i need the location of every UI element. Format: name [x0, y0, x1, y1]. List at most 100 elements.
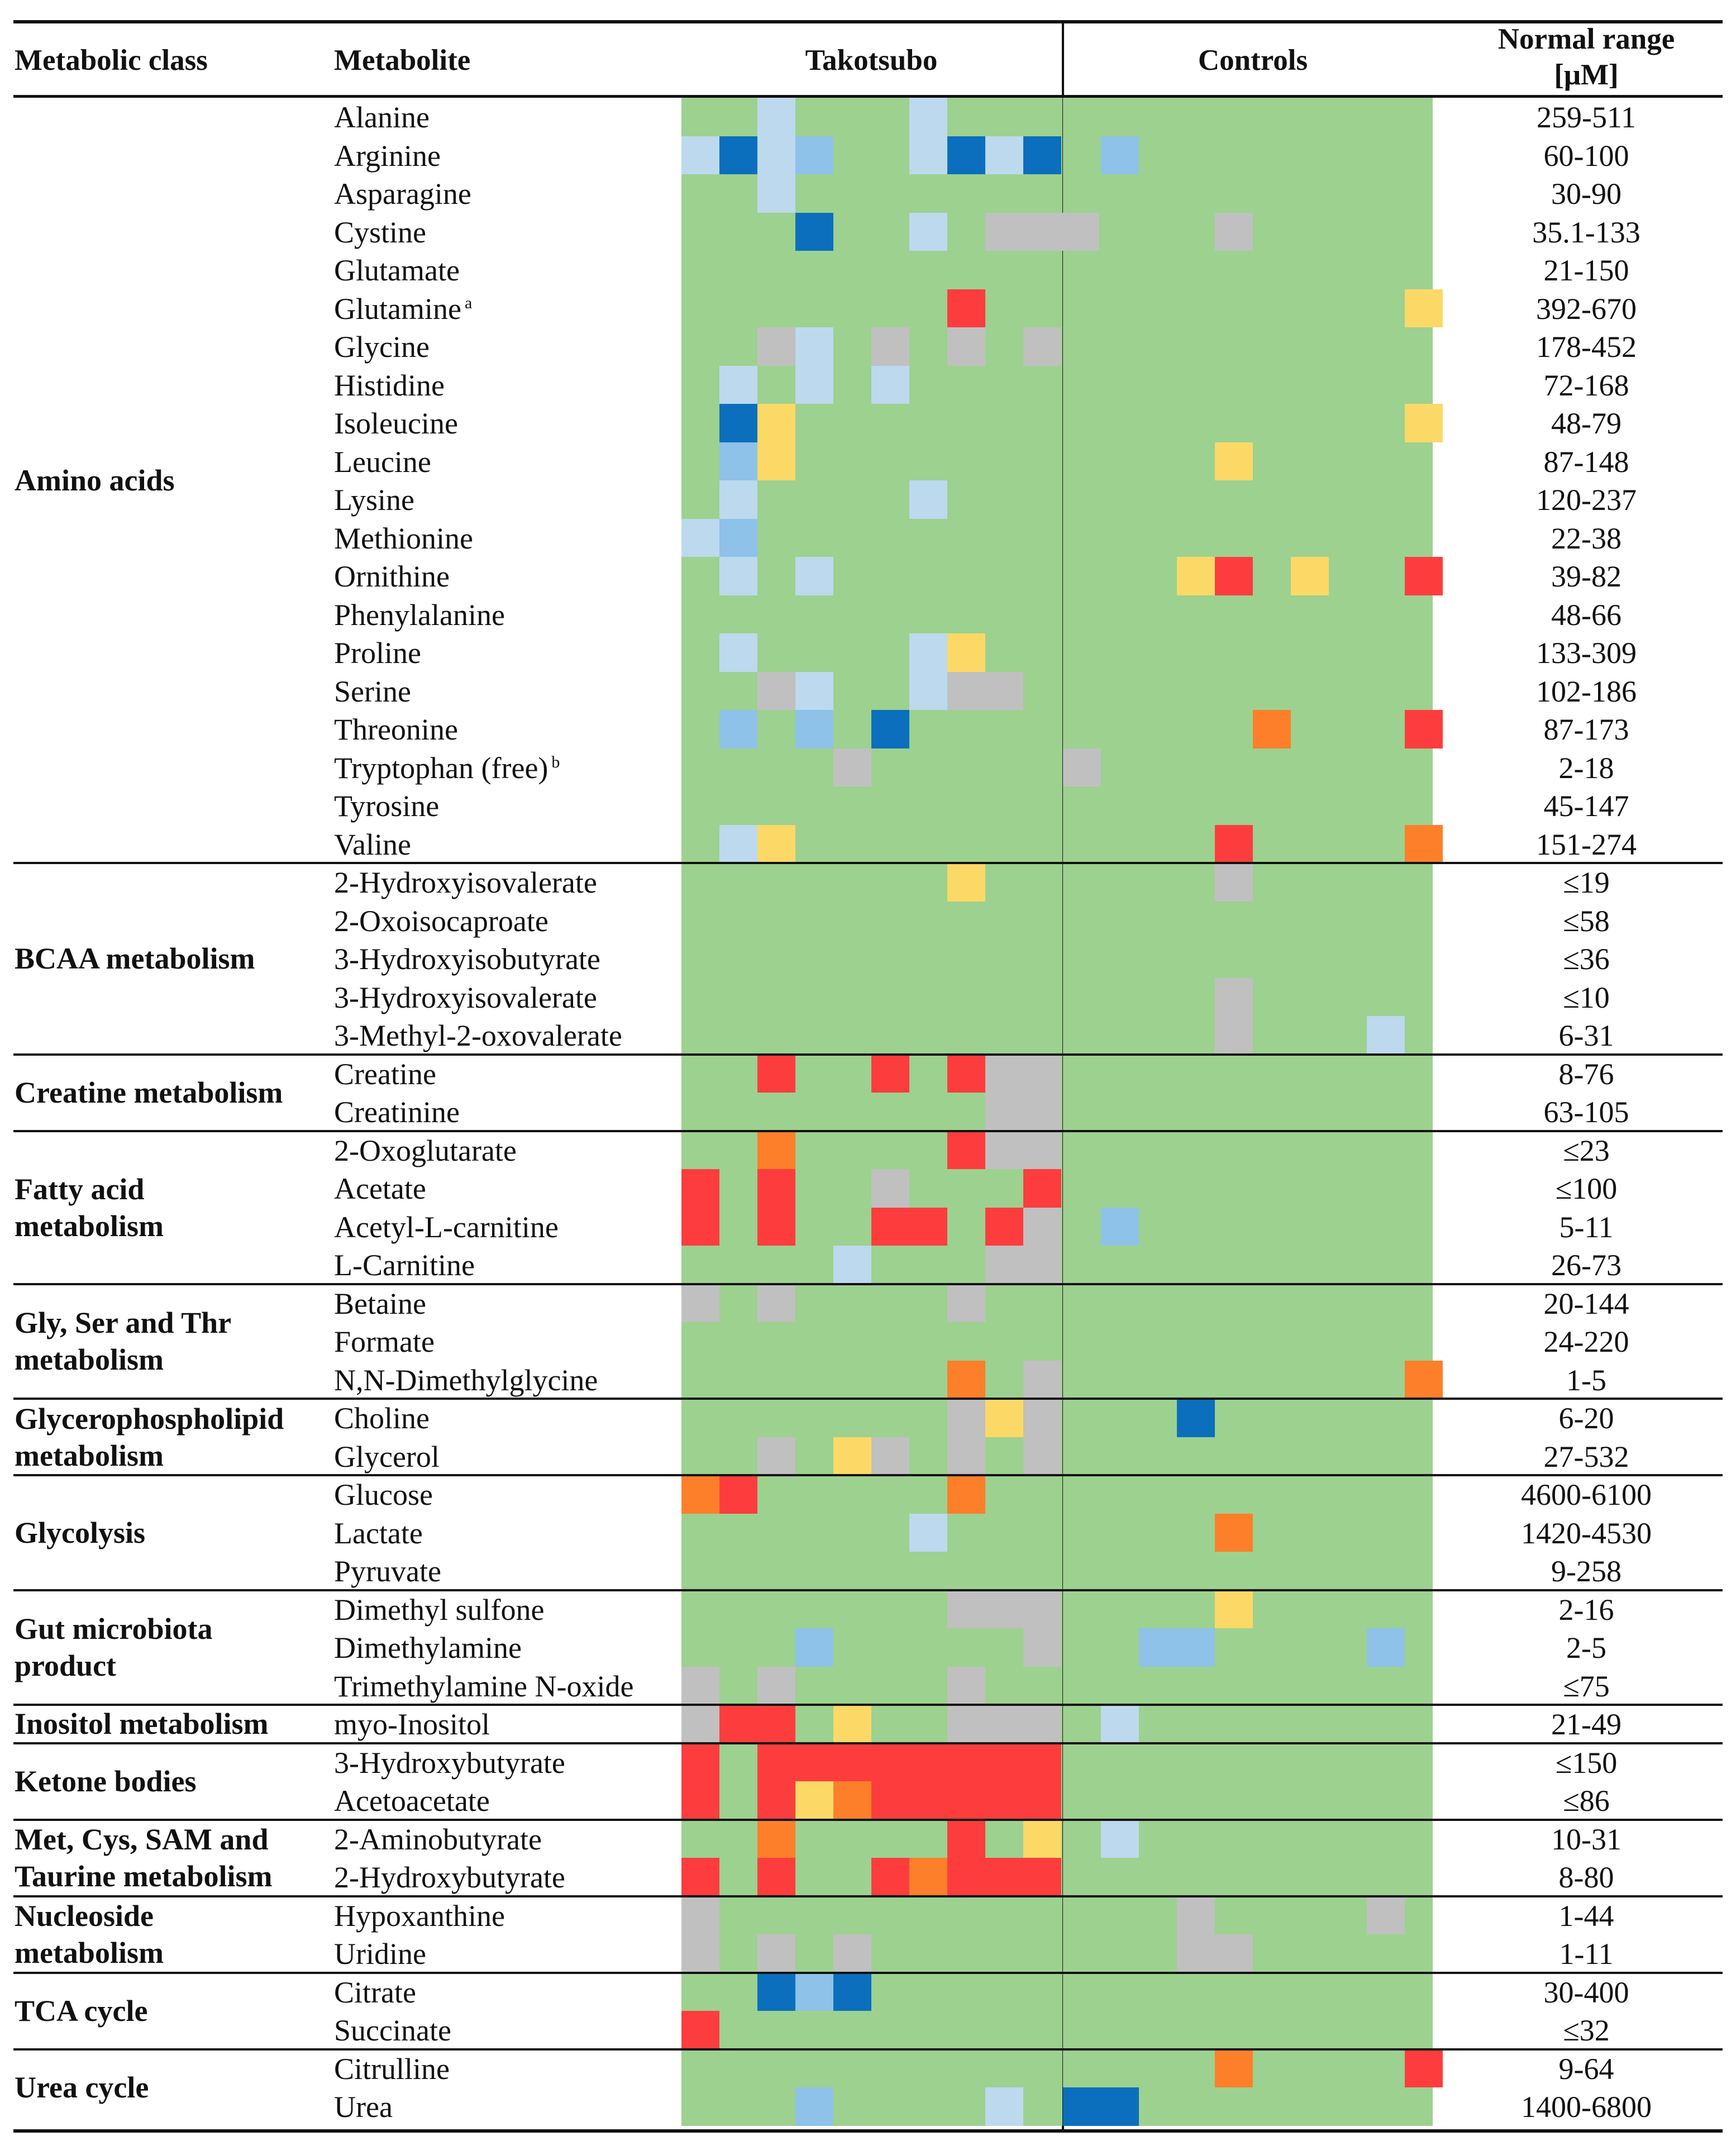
- takotsubo-cell: [947, 1858, 985, 1896]
- metabolite-name: Urea: [334, 2090, 393, 2124]
- takotsubo-cell: [871, 1743, 909, 1781]
- takotsubo-cell: [1023, 212, 1061, 251]
- footnote-marker: b: [551, 752, 560, 771]
- takotsubo-cell: [871, 1437, 909, 1475]
- controls-cell: [1405, 1360, 1443, 1399]
- takotsubo-cell: [757, 136, 795, 174]
- takotsubo-cell: [985, 1705, 1023, 1743]
- metabolic-class-label: Gly, Ser and Thr metabolism: [15, 1306, 232, 1377]
- normal-range-value: 26-73: [1551, 1248, 1621, 1282]
- metabolite-name: 2-Hydroxybutyrate: [334, 1861, 565, 1894]
- metabolic-class-label: Ketone bodies: [15, 1765, 197, 1798]
- normal-range-value: 151-274: [1536, 827, 1637, 861]
- takotsubo-cell: [833, 748, 871, 786]
- normal-range-value: 1420-4530: [1521, 1516, 1652, 1550]
- normal-range-value: 8-80: [1558, 1861, 1614, 1894]
- normal-range-value: 4600-6100: [1521, 1478, 1652, 1511]
- takotsubo-cell: [719, 824, 757, 863]
- controls-cell: [1215, 977, 1253, 1016]
- takotsubo-cell: [681, 1781, 719, 1820]
- takotsubo-cell: [719, 480, 757, 519]
- takotsubo-cell: [757, 1858, 795, 1896]
- takotsubo-cell: [795, 710, 833, 748]
- takotsubo-cell: [871, 1858, 909, 1896]
- group-separator: [13, 2048, 1723, 2051]
- controls-cell: [1215, 1016, 1253, 1055]
- takotsubo-cell: [947, 1781, 985, 1820]
- metabolite-name: 2-Oxoglutarate: [334, 1133, 517, 1167]
- controls-cell: [1215, 212, 1253, 251]
- controls-cell: [1139, 1628, 1177, 1667]
- normal-range-value: 35.1-133: [1532, 215, 1640, 249]
- takotsubo-cell: [833, 1743, 871, 1781]
- controls-cell: [1253, 710, 1291, 748]
- controls-cell: [1405, 557, 1443, 595]
- takotsubo-cell: [757, 1131, 795, 1169]
- metabolite-name: 3-Methyl-2-oxovalerate: [334, 1019, 622, 1052]
- controls-cell: [1101, 1705, 1139, 1743]
- takotsubo-cell: [947, 633, 985, 672]
- takotsubo-cell: [1023, 1590, 1061, 1628]
- metabolite-name: Lactate: [334, 1516, 423, 1550]
- takotsubo-cell: [985, 1246, 1023, 1284]
- metabolite-name: Creatinine: [334, 1095, 460, 1129]
- takotsubo-cell: [985, 671, 1023, 710]
- takotsubo-cell: [1061, 212, 1099, 251]
- group-separator: [13, 1474, 1723, 1476]
- normal-range-value: ≤19: [1563, 866, 1610, 899]
- takotsubo-cell: [947, 671, 985, 710]
- takotsubo-cell: [1023, 1781, 1061, 1820]
- header-normal-range: Normal range: [1497, 23, 1675, 55]
- metabolite-name: Trimethylamine N-oxide: [334, 1669, 634, 1703]
- takotsubo-cell: [909, 1207, 947, 1246]
- metabolic-class-label: Glycolysis: [15, 1515, 146, 1549]
- takotsubo-cell: [985, 1590, 1023, 1628]
- metabolite-name: Arginine: [334, 139, 441, 173]
- controls-cell: [1101, 2087, 1139, 2126]
- metabolite-name: Choline: [334, 1401, 430, 1435]
- takotsubo-cell: [833, 1705, 871, 1743]
- normal-range-value: 21-49: [1551, 1708, 1621, 1741]
- metabolite-name: L-Carnitine: [334, 1248, 475, 1282]
- normal-range-value: 1-11: [1559, 1937, 1614, 1971]
- metabolic-class-label: TCA cycle: [15, 1994, 148, 2028]
- metabolite-name: Glycerol: [334, 1439, 440, 1474]
- takotsubo-cell: [947, 1475, 985, 1514]
- controls-heatmap-background: [1063, 98, 1433, 2126]
- metabolic-class-label: Urea cycle: [15, 2071, 149, 2104]
- takotsubo-cell: [1023, 1246, 1061, 1284]
- takotsubo-cell: [757, 1054, 795, 1093]
- takotsubo-cell: [1023, 1399, 1061, 1437]
- controls-cell: [1405, 2049, 1443, 2087]
- takotsubo-cell: [757, 98, 795, 136]
- takotsubo-cell: [947, 289, 985, 327]
- metabolite-name: Glutamate: [334, 254, 460, 287]
- controls-cell: [1367, 1896, 1405, 1934]
- normal-range-value: 133-309: [1536, 636, 1637, 670]
- takotsubo-cell: [871, 1054, 909, 1093]
- controls-cell: [1177, 1628, 1215, 1667]
- takotsubo-cell: [909, 1743, 947, 1781]
- takotsubo-cell: [985, 1743, 1023, 1781]
- normal-range-value: 9-64: [1558, 2052, 1614, 2086]
- controls-cell: [1215, 557, 1253, 595]
- takotsubo-cell: [947, 1819, 985, 1858]
- controls-cell: [1101, 136, 1139, 174]
- bottom-rule: [13, 2129, 1723, 2133]
- normal-range-value: 24-220: [1543, 1325, 1629, 1358]
- controls-cell: [1405, 824, 1443, 863]
- takotsubo-cell: [1023, 1169, 1061, 1208]
- normal-range-value: 1400-6800: [1521, 2090, 1652, 2124]
- takotsubo-cell: [1023, 1360, 1061, 1399]
- normal-range-value: 8-76: [1558, 1057, 1614, 1091]
- takotsubo-cell: [681, 1896, 719, 1934]
- normal-range-value: 2-18: [1558, 751, 1614, 785]
- takotsubo-cell: [795, 2087, 833, 2126]
- metabolite-name: Threonine: [334, 713, 458, 746]
- controls-cell: [1215, 1934, 1253, 1973]
- normal-range-value: 5-11: [1559, 1210, 1614, 1244]
- takotsubo-cell: [909, 98, 947, 136]
- metabolite-name: Serine: [334, 674, 411, 708]
- takotsubo-cell: [947, 1399, 985, 1437]
- normal-range-value: 27-532: [1543, 1439, 1629, 1474]
